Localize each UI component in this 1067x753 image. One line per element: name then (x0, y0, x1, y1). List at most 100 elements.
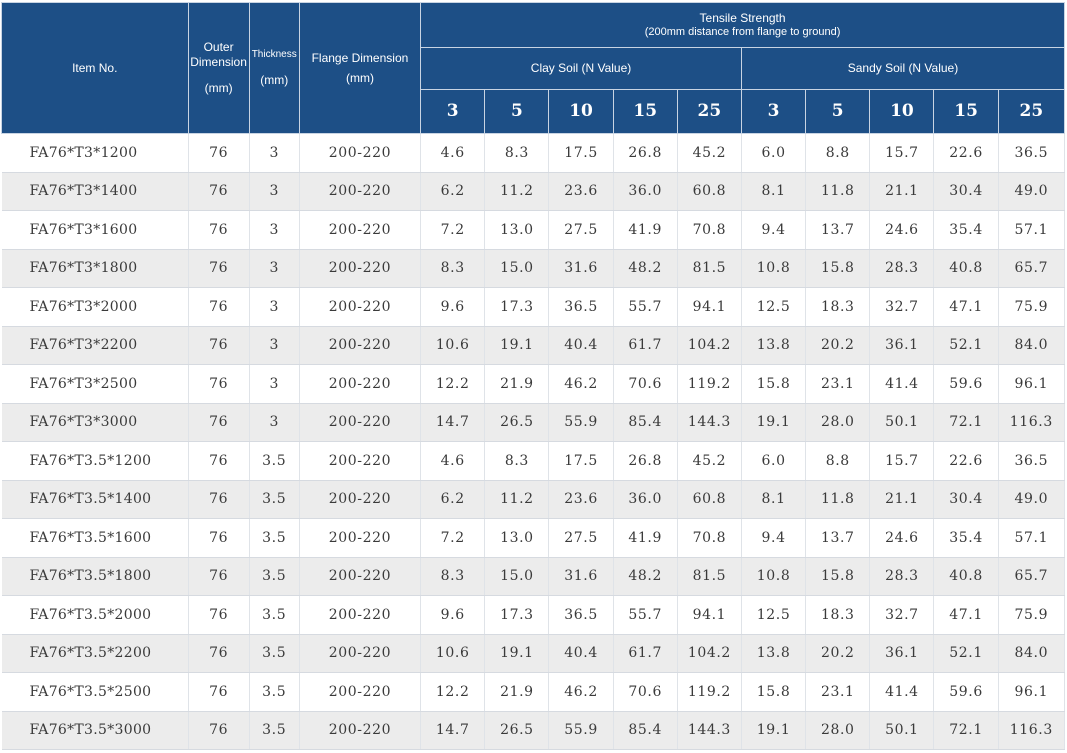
clay-soil-value-cell: 10.6 (420, 634, 486, 673)
table-row: FA76*T3.5*1200 76 3.5 200-220 4.6 8.3 17.5 26.8… (1, 441, 1066, 481)
clay-soil-value-cell: 8.3 (484, 441, 550, 481)
sandy-soil-value-cell: 12.5 (741, 287, 807, 327)
sandy-soil-value-cell: 13.8 (741, 326, 807, 365)
clay-soil-value-cell: 45.2 (677, 441, 742, 481)
item-no-cell: FA76*T3*2500 (1, 364, 189, 404)
clay-soil-value-cell: 119.2 (677, 672, 742, 712)
clay-soil-value-cell: 7.2 (420, 518, 486, 558)
clay-soil-value-cell: 11.2 (484, 480, 550, 519)
clay-soil-value-cell: 17.5 (548, 441, 614, 481)
clay-soil-value-cell: 46.2 (548, 364, 614, 404)
sandy-soil-value-cell: 21.1 (869, 172, 935, 211)
table-row: FA76*T3.5*3000 76 3.5 200-220 14.7 26.5 55.9 85… (1, 711, 1066, 750)
outer-dimension-cell: 76 (188, 557, 250, 596)
sandy-soil-value-cell: 49.0 (998, 172, 1066, 211)
item-no-cell: FA76*T3*1800 (1, 249, 189, 288)
clay-soil-value-cell: 85.4 (613, 403, 678, 442)
flange-dimension-cell: 200-220 (299, 133, 422, 173)
item-no-cell: FA76*T3.5*2500 (1, 672, 189, 712)
sandy-soil-value-cell: 57.1 (998, 210, 1066, 250)
clay-soil-value-cell: 23.6 (548, 480, 614, 519)
header-sandy-n-10: 10 (869, 89, 935, 134)
outer-dimension-cell: 76 (188, 595, 250, 635)
header-flange-dimension-unit: (mm) (345, 71, 374, 85)
thickness-cell: 3 (249, 210, 300, 250)
flange-dimension-cell: 200-220 (299, 210, 422, 250)
sandy-soil-value-cell: 36.5 (998, 441, 1066, 481)
outer-dimension-cell: 76 (188, 172, 250, 211)
header-sandy-n-25: 25 (997, 89, 1066, 134)
thickness-cell: 3 (249, 133, 300, 173)
thickness-cell: 3.5 (249, 711, 300, 750)
header-thickness-label: Thickness (251, 48, 297, 60)
table-row: FA76*T3*2000 76 3 200-220 9.6 17.3 36.5 55.7 94.… (1, 287, 1066, 327)
thickness-cell: 3 (249, 403, 300, 442)
sandy-soil-value-cell: 10.8 (741, 249, 807, 288)
sandy-soil-value-cell: 35.4 (933, 210, 999, 250)
header-tensile-strength-label: Tensile Strength (699, 11, 786, 26)
sandy-soil-value-cell: 52.1 (933, 326, 999, 365)
clay-soil-value-cell: 41.9 (613, 518, 678, 558)
sandy-soil-value-cell: 24.6 (869, 210, 935, 250)
sandy-soil-value-cell: 22.6 (933, 441, 999, 481)
table-row: FA76*T3*1400 76 3 200-220 6.2 11.2 23.6 36.0 60.… (1, 172, 1066, 211)
clay-soil-value-cell: 40.4 (548, 634, 614, 673)
clay-soil-value-cell: 19.1 (484, 634, 550, 673)
sandy-soil-value-cell: 28.0 (805, 711, 871, 750)
table-row: FA76*T3.5*2000 76 3.5 200-220 9.6 17.3 36.5 55.… (1, 595, 1066, 635)
header-clay-n-10: 10 (548, 89, 614, 134)
flange-dimension-cell: 200-220 (299, 595, 422, 635)
item-no-cell: FA76*T3.5*3000 (1, 711, 189, 750)
item-no-cell: FA76*T3*2200 (1, 326, 189, 365)
table-row: FA76*T3*1200 76 3 200-220 4.6 8.3 17.5 26.8 45.2… (1, 133, 1066, 173)
clay-soil-value-cell: 9.6 (420, 287, 486, 327)
clay-soil-value-cell: 144.3 (677, 403, 742, 442)
sandy-soil-value-cell: 35.4 (933, 518, 999, 558)
outer-dimension-cell: 76 (188, 133, 250, 173)
flange-dimension-cell: 200-220 (299, 480, 422, 519)
sandy-soil-value-cell: 23.1 (805, 672, 871, 712)
clay-soil-value-cell: 41.9 (613, 210, 678, 250)
header-sandy-n-5: 5 (805, 89, 871, 134)
outer-dimension-cell: 76 (188, 441, 250, 481)
sandy-soil-value-cell: 20.2 (805, 326, 871, 365)
clay-soil-value-cell: 13.0 (484, 210, 550, 250)
outer-dimension-cell: 76 (188, 403, 250, 442)
sandy-soil-value-cell: 28.3 (869, 557, 935, 596)
sandy-soil-value-cell: 52.1 (933, 634, 999, 673)
sandy-soil-value-cell: 47.1 (933, 595, 999, 635)
sandy-soil-value-cell: 47.1 (933, 287, 999, 327)
clay-soil-value-cell: 14.7 (420, 711, 486, 750)
outer-dimension-cell: 76 (188, 711, 250, 750)
clay-soil-value-cell: 60.8 (677, 172, 742, 211)
flange-dimension-cell: 200-220 (299, 557, 422, 596)
clay-soil-value-cell: 61.7 (613, 634, 678, 673)
flange-dimension-cell: 200-220 (299, 364, 422, 404)
sandy-soil-value-cell: 21.1 (869, 480, 935, 519)
sandy-soil-value-cell: 8.8 (805, 441, 871, 481)
sandy-soil-value-cell: 59.6 (933, 364, 999, 404)
header-item-no: Item No. (1, 2, 189, 134)
clay-soil-value-cell: 31.6 (548, 557, 614, 596)
clay-soil-value-cell: 60.8 (677, 480, 742, 519)
header-flange-dimension-label: Flange Dimension (311, 50, 409, 65)
sandy-soil-value-cell: 11.8 (805, 480, 871, 519)
clay-soil-value-cell: 19.1 (484, 326, 550, 365)
sandy-soil-value-cell: 36.5 (998, 133, 1066, 173)
clay-soil-value-cell: 94.1 (677, 595, 742, 635)
sandy-soil-value-cell: 22.6 (933, 133, 999, 173)
item-no-cell: FA76*T3.5*2200 (1, 634, 189, 673)
table-row: FA76*T3.5*1400 76 3.5 200-220 6.2 11.2 23.6 36.… (1, 480, 1066, 519)
clay-soil-value-cell: 15.0 (484, 249, 550, 288)
sandy-soil-value-cell: 12.5 (741, 595, 807, 635)
header-outer-dimension-unit: (mm) (204, 81, 233, 96)
header-sandy-n-15: 15 (933, 89, 999, 134)
flange-dimension-cell: 200-220 (299, 287, 422, 327)
clay-soil-value-cell: 119.2 (677, 364, 742, 404)
sandy-soil-value-cell: 57.1 (998, 518, 1066, 558)
sandy-soil-value-cell: 13.8 (741, 634, 807, 673)
clay-soil-value-cell: 26.5 (484, 403, 550, 442)
sandy-soil-value-cell: 20.2 (805, 634, 871, 673)
sandy-soil-value-cell: 75.9 (998, 595, 1066, 635)
